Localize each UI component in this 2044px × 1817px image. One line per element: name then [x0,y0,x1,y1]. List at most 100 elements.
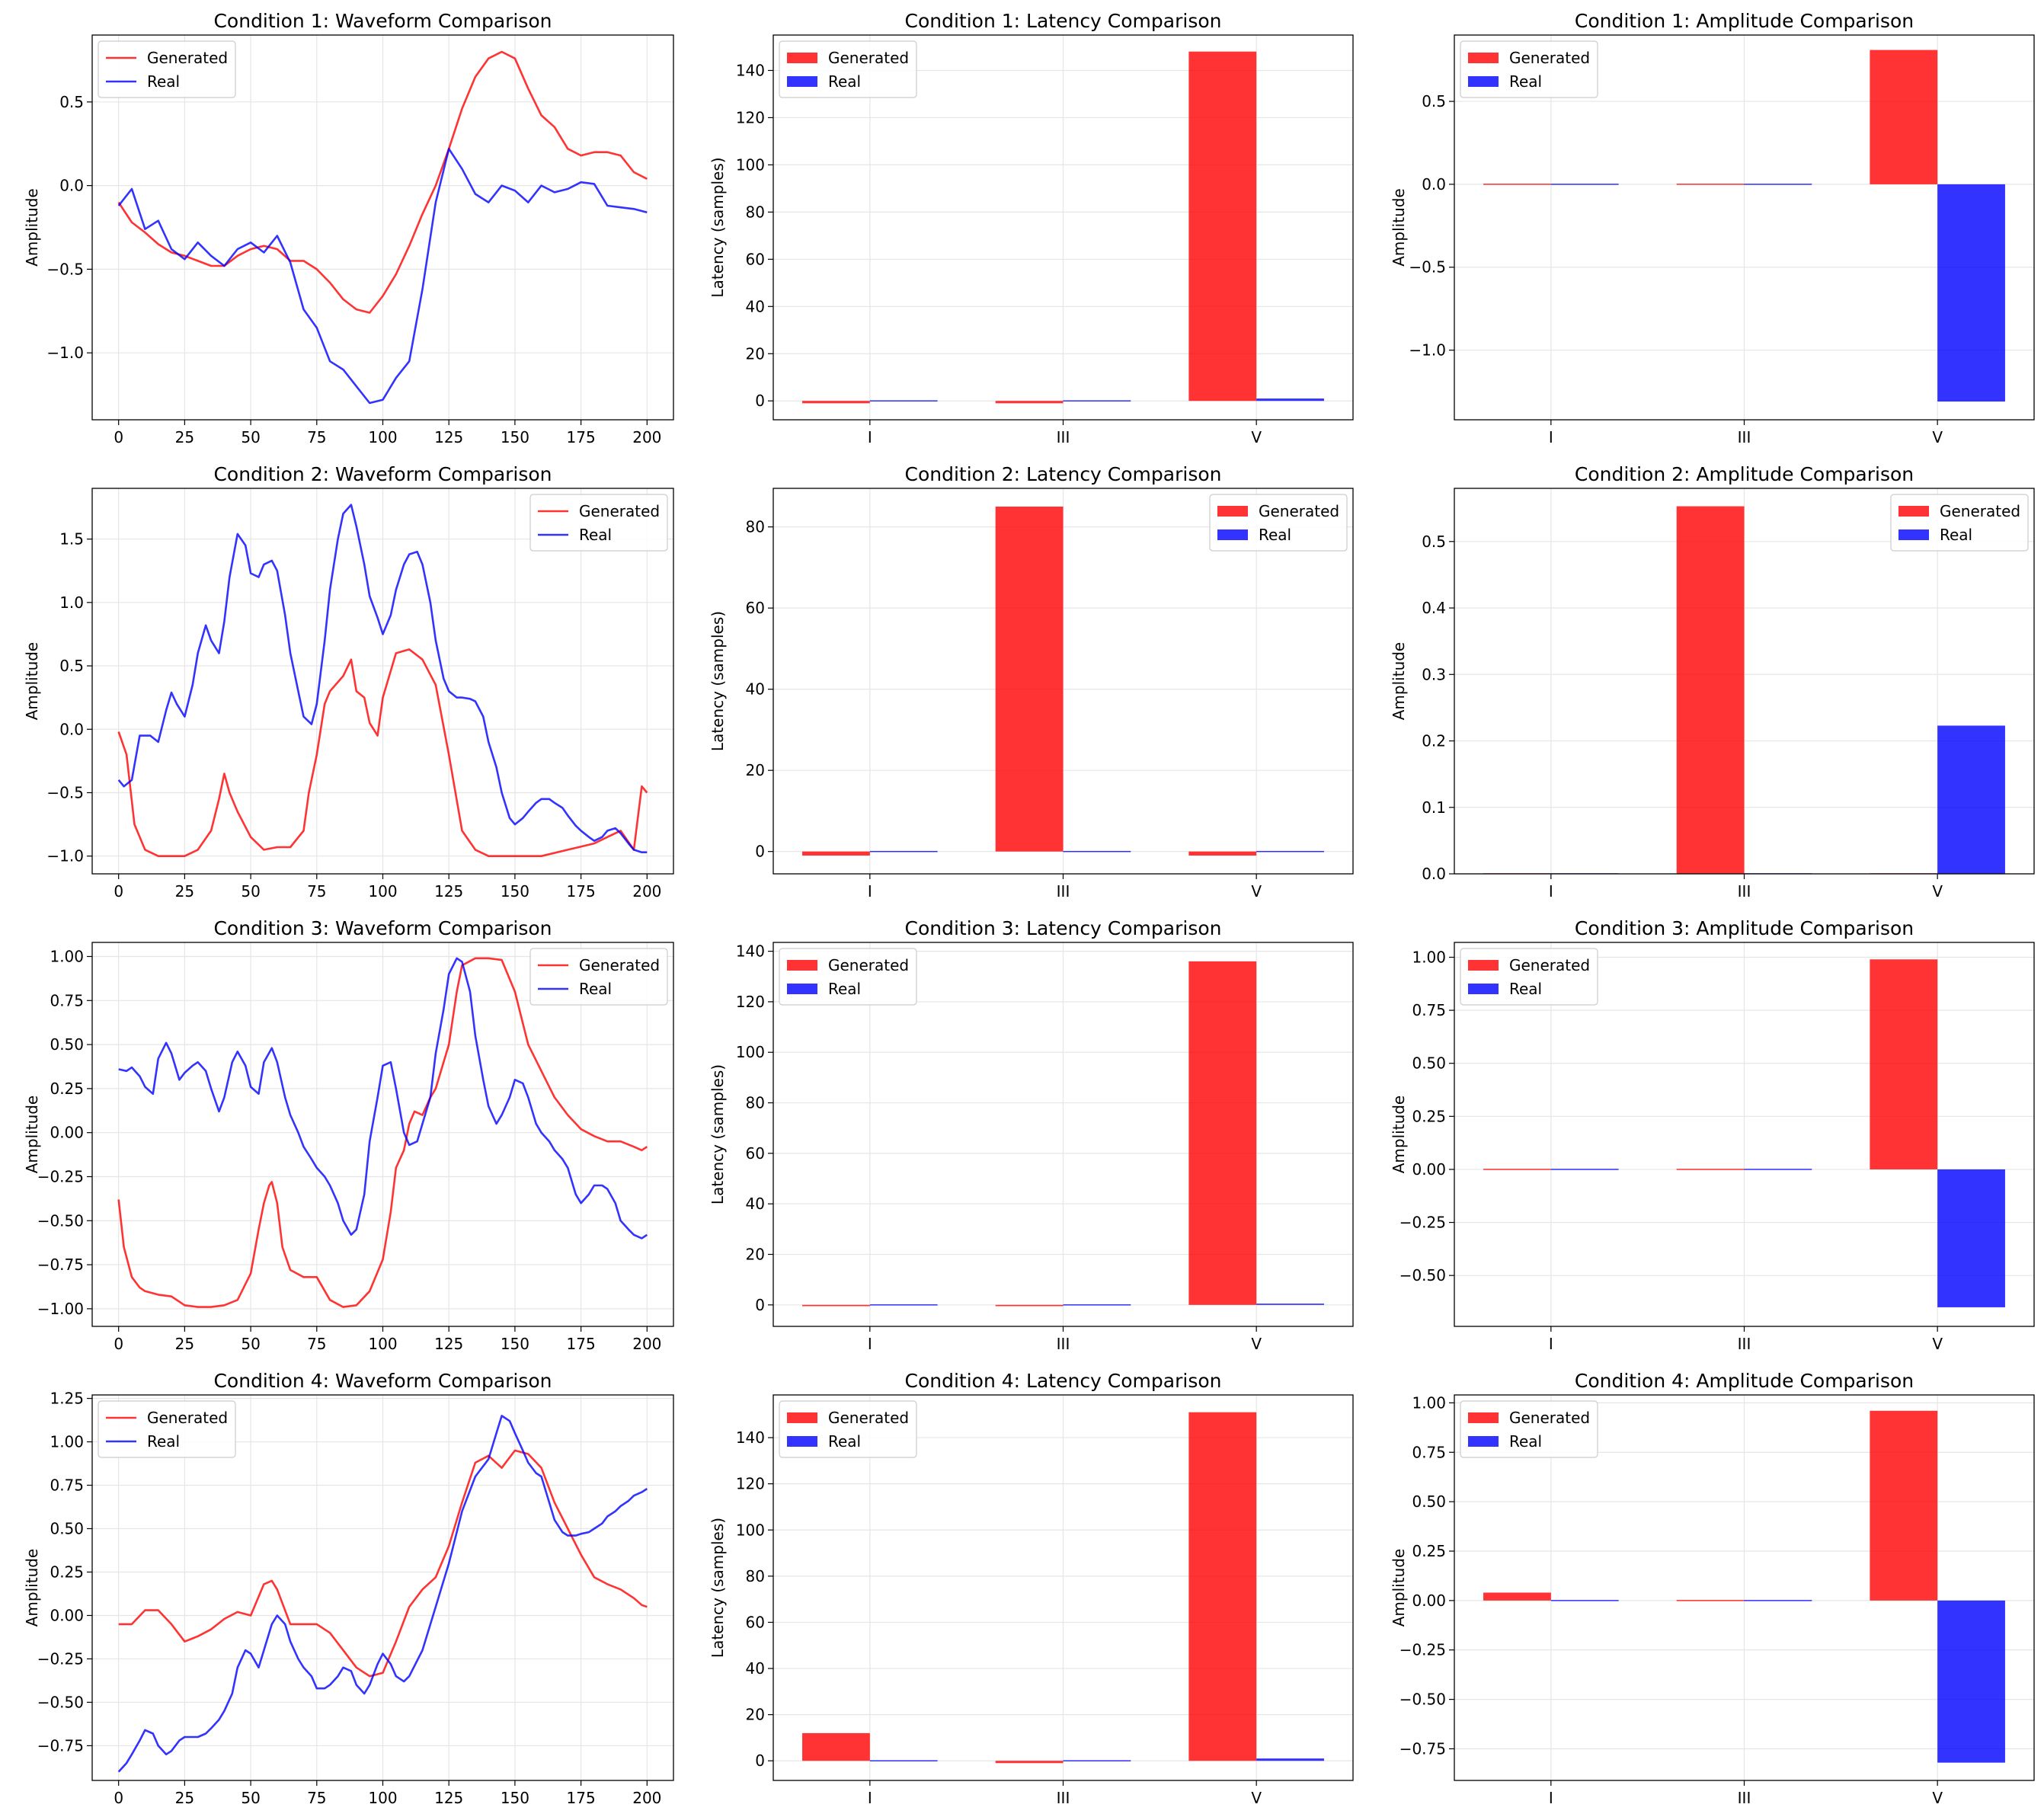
line-generated [117,957,648,1308]
subplot-title: Condition 2: Amplitude Comparison [1575,463,1914,485]
y-axis-label: Amplitude [23,642,41,721]
y-tick-label: 0.75 [50,991,84,1009]
y-tick-label: 0.75 [1412,1443,1446,1461]
legend-label-real: Real [579,526,612,544]
y-tick-label: 0.25 [1412,1107,1446,1125]
bar-generated-III [1676,1600,1745,1601]
axes-frame [91,488,674,875]
y-tick-label: 0 [755,1751,765,1770]
bar-generated-V [1188,851,1257,856]
y-tick-label: 0 [755,1296,765,1314]
plot-area [1483,50,2005,402]
x-tick-label: 25 [175,428,194,446]
bar-real-III [1744,1600,1812,1601]
legend-box [98,40,236,98]
legend-swatch-real [1898,529,1929,540]
legend: Generated Real [779,40,917,98]
bar-real-I [869,1304,938,1306]
bar-real-I [869,400,938,401]
bar-real-III [1063,400,1131,401]
x-tick-label: V [1251,428,1262,446]
x-tick-label: 175 [567,1789,596,1807]
subplot-10: 0 25 50 75 100 125 150 175 200 −0.75 −0.50 −0.25 0.0… [23,1370,674,1807]
x-tick-label: V [1251,1789,1262,1807]
x-tick-label: III [1057,1789,1070,1807]
bar-generated-V [1870,50,1938,184]
x-tick-label: I [1549,428,1553,446]
y-tick-label: 60 [746,1144,765,1163]
legend-box [529,494,668,552]
y-tick-label: −0.25 [1399,1641,1446,1659]
bar-generated-III [995,401,1064,404]
x-tick-label: 0 [114,1335,123,1353]
y-tick-label: 0.50 [50,1035,84,1054]
subplot-title: Condition 4: Latency Comparison [905,1370,1222,1392]
x-tick-label: 75 [307,1335,326,1353]
legend: Generated Real [529,494,668,552]
y-axis-label: Amplitude [1390,642,1408,721]
legend-swatch-real [1468,1436,1499,1447]
y-tick-label: 0.00 [1412,1160,1446,1179]
y-axis-label: Amplitude [23,1549,41,1627]
y-tick-label: 40 [746,1659,765,1678]
x-tick-label: 100 [368,428,397,446]
y-tick-label: 1.00 [50,1433,84,1451]
bar-real-I [1550,184,1619,185]
x-tick-label: I [868,882,872,901]
bar-generated-I [1483,184,1551,185]
y-tick-label: 0 [755,392,765,410]
legend-swatch-generated [787,1412,817,1423]
line-generated [118,1449,648,1678]
plot-area [117,504,648,857]
y-tick-label: 120 [736,993,765,1011]
y-tick-label: 1.5 [59,530,84,549]
y-tick-label: 40 [746,297,765,315]
legend-label-generated: Generated [828,49,909,67]
legend: Generated Real [779,1400,917,1458]
y-tick-label: 80 [746,1094,765,1112]
x-tick-label: III [1057,882,1070,901]
x-tick-label: 25 [175,1335,194,1353]
legend: Generated Real [98,40,236,98]
y-tick-label: 0.5 [59,93,84,111]
x-tick-label: III [1057,1335,1070,1353]
y-tick-label: 0 [755,843,765,861]
y-tick-label: −1.0 [46,847,84,865]
y-axis-label: Amplitude [1390,1096,1408,1174]
y-tick-label: 80 [746,203,765,221]
y-tick-label: −0.50 [37,1211,84,1230]
x-tick-label: 150 [501,882,529,901]
x-tick-label: 25 [175,882,194,901]
y-tick-label: 0.2 [1422,732,1446,750]
y-tick-label: 1.25 [50,1390,84,1408]
legend-label-generated: Generated [147,1409,228,1427]
x-tick-label: V [1932,1789,1943,1807]
bar-real-III [1063,850,1131,853]
y-tick-label: 0.00 [1412,1591,1446,1610]
y-axis-label: Amplitude [1390,1549,1408,1627]
y-tick-label: 140 [736,61,765,79]
legend-swatch-generated [1898,506,1929,517]
legend-label-generated: Generated [1940,502,2020,520]
x-tick-label: V [1932,428,1943,446]
line-generated [117,50,648,314]
y-tick-label: 0.3 [1422,665,1446,683]
x-tick-label: III [1738,1335,1751,1353]
y-tick-label: 0.50 [1412,1492,1446,1511]
legend-box [98,1400,236,1458]
y-tick-label: 120 [736,108,765,126]
x-tick-label: 100 [368,1335,397,1353]
bar-generated-III [1676,1169,1745,1170]
legend-label-generated: Generated [828,1409,909,1427]
x-tick-label: 125 [434,428,463,446]
subplot-7: 0 25 50 75 100 125 150 175 200 −1.00 −0.75 −0.50 −0.… [23,917,674,1353]
legend-label-generated: Generated [1509,49,1590,67]
legend-swatch-real [1217,529,1248,540]
legend-swatch-generated [1217,506,1248,517]
y-axis-label: Amplitude [23,188,41,267]
x-tick-label: 50 [241,428,260,446]
x-tick-label: 0 [114,1789,123,1807]
axes-frame [1454,34,2035,421]
